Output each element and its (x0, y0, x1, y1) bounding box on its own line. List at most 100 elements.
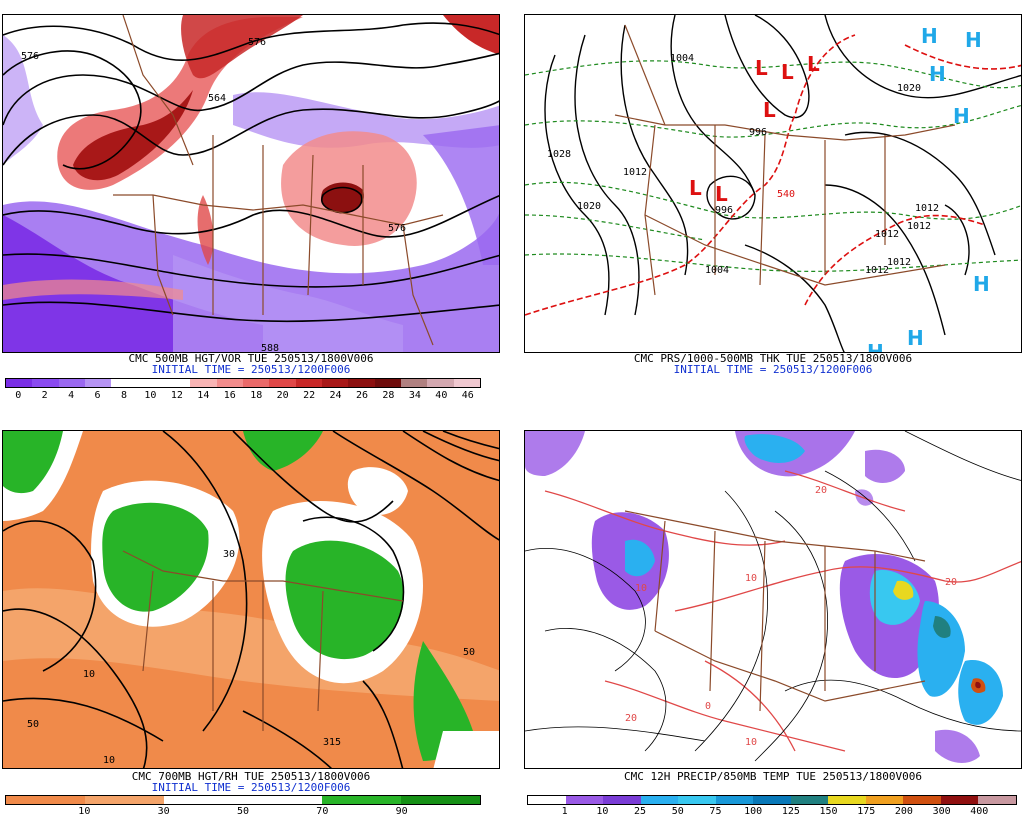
map-500mb-vorticity: 576 564 576 588 576 (2, 14, 500, 353)
colorbar-swatch (6, 379, 33, 387)
contour-label: 588 (261, 343, 279, 353)
colorbar-swatch (828, 796, 866, 804)
colorbar-label: 175 (857, 806, 876, 817)
temp-label: 20 (815, 485, 827, 496)
colorbar (527, 795, 1017, 805)
panel-title: CMC 700MB HGT/RH TUE 250513/1800V006 (131, 770, 371, 783)
colorbar-swatch (865, 796, 904, 804)
colorbar-swatch (84, 379, 112, 387)
colorbar-label: 50 (236, 806, 250, 817)
colorbar-label: 400 (970, 806, 989, 817)
isobar-label: 996 (749, 127, 767, 138)
isobar-label: 1012 (623, 167, 647, 178)
precip-map-graphic: 10 20 20 10 20 0 10 (525, 431, 1021, 768)
vorticity-map-graphic: 576 564 576 588 576 (3, 15, 499, 353)
colorbar-swatch (322, 796, 401, 804)
colorbar-label: 46 (461, 390, 474, 401)
high-center-label: H (929, 62, 946, 86)
map-700mb-rh: 315 10 50 50 10 30 (2, 430, 500, 769)
colorbar-swatch (640, 796, 679, 804)
colorbar-swatch (603, 796, 641, 804)
panel-pressure-thickness: 1004 1028 1012 1020 996 996 1004 1020 10… (522, 0, 1024, 409)
panel-title: CMC PRS/1000-500MB THK TUE 250513/1800V0… (633, 352, 913, 365)
colorbar-swatch (32, 379, 59, 387)
colorbar-label: 24 (329, 390, 342, 401)
colorbar-swatch (295, 379, 322, 387)
colorbar-labels: 1 10 25 50 75 100 125 150 175 200 300 400 (527, 806, 1017, 820)
colorbar-label: 22 (303, 390, 316, 401)
colorbar-swatch (6, 796, 85, 804)
colorbar-swatch (565, 796, 604, 804)
high-center-label: H (953, 104, 970, 128)
isobar-label: 1004 (670, 53, 694, 64)
contour-label: 576 (21, 51, 39, 62)
rh-label: 50 (27, 719, 39, 730)
colorbar-label: 28 (382, 390, 395, 401)
isobar-label: 1012 (915, 203, 939, 214)
low-center-label: L (807, 52, 820, 76)
colorbar-label: 10 (596, 806, 609, 817)
colorbar-label: 26 (355, 390, 369, 401)
map-precip-temp: 10 20 20 10 20 0 10 (524, 430, 1022, 769)
colorbar-label: 34 (408, 390, 421, 401)
rh-label: 10 (83, 669, 95, 680)
colorbar-swatch (85, 796, 164, 804)
colorbar (5, 795, 481, 805)
high-center-label: H (921, 24, 938, 48)
colorbar-label: 75 (709, 806, 722, 817)
colorbar-label: 300 (932, 806, 951, 817)
colorbar-swatch (190, 379, 217, 387)
colorbar-swatch (427, 379, 454, 387)
colorbar-label: 10 (78, 806, 91, 817)
colorbar-label: 30 (157, 806, 170, 817)
isobar-label: 1012 (887, 257, 911, 268)
temp-label: 10 (745, 737, 757, 748)
isobar-label: 1020 (577, 201, 601, 212)
low-center-label: L (755, 56, 768, 80)
isobar-label: 1004 (705, 265, 729, 276)
low-center-label: L (781, 60, 794, 84)
colorbar-label: 50 (671, 806, 684, 817)
colorbar-swatch (903, 796, 941, 804)
isobar-label: 1020 (897, 83, 921, 94)
colorbar-swatch (111, 379, 138, 387)
colorbar-label: 90 (395, 806, 408, 817)
colorbar-label: 70 (316, 806, 329, 817)
colorbar-swatch (528, 796, 566, 804)
colorbar-swatch (453, 379, 480, 387)
colorbar-swatch (348, 379, 375, 387)
rh-label: 30 (223, 549, 235, 560)
colorbar-label: 18 (250, 390, 263, 401)
initial-time: INITIAL TIME = 250513/1200F006 (151, 781, 351, 794)
colorbar-labels: 0 2 4 6 8 10 12 14 16 18 20 22 24 26 28 34 40 46 (5, 390, 481, 404)
colorbar-swatch (978, 796, 1016, 804)
colorbar-swatch (790, 796, 829, 804)
colorbar-label: 20 (276, 390, 289, 401)
isobar-label: 1012 (907, 221, 931, 232)
colorbar-swatch (940, 796, 979, 804)
panel-title: CMC 500MB HGT/VOR TUE 250513/1800V006 (128, 352, 374, 365)
colorbar-label: 16 (223, 390, 236, 401)
isobar-label: 1028 (547, 149, 571, 160)
colorbar-swatch (321, 379, 349, 387)
colorbar-swatch (58, 379, 85, 387)
colorbar-swatch (374, 379, 401, 387)
colorbar-swatch (216, 379, 243, 387)
colorbar-swatch (243, 796, 322, 804)
contour-label: 564 (208, 93, 226, 104)
temp-label: 20 (625, 713, 637, 724)
high-center-label: H (973, 272, 990, 296)
isobar-label: 996 (715, 205, 733, 216)
colorbar-swatch (401, 796, 480, 804)
temp-label: 10 (745, 573, 757, 584)
high-center-label: H (965, 28, 982, 52)
low-center-label: L (689, 176, 702, 200)
initial-time: INITIAL TIME = 250513/1200F006 (673, 363, 873, 376)
colorbar-swatch (753, 796, 791, 804)
contour-label: 576 (388, 223, 406, 234)
colorbar (5, 378, 481, 388)
colorbar-label: 14 (197, 390, 210, 401)
colorbar-swatch (678, 796, 716, 804)
colorbar-label: 10 (144, 390, 157, 401)
colorbar-swatch (163, 379, 191, 387)
